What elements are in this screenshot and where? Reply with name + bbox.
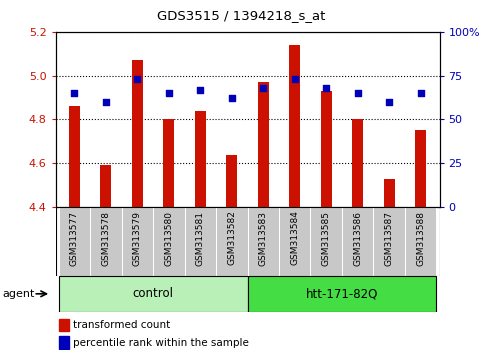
Point [102, 99, 110, 105]
Point [197, 87, 204, 92]
Bar [258, 82, 269, 207]
Text: GSM313588: GSM313588 [416, 211, 425, 266]
Bar [59, 336, 69, 349]
Bar [373, 207, 405, 276]
Bar [132, 60, 143, 207]
Bar [384, 179, 395, 207]
Text: htt-171-82Q: htt-171-82Q [306, 287, 378, 300]
Bar [100, 165, 112, 207]
Text: GSM313582: GSM313582 [227, 211, 236, 266]
Point [291, 76, 298, 82]
Point [385, 99, 393, 105]
Text: percentile rank within the sample: percentile rank within the sample [73, 338, 249, 348]
Bar [279, 207, 311, 276]
Text: agent: agent [3, 289, 35, 299]
Point [417, 90, 425, 96]
Point [165, 90, 173, 96]
Text: GSM313580: GSM313580 [164, 211, 173, 266]
Bar [163, 120, 174, 207]
Point [259, 85, 267, 91]
Bar [321, 91, 332, 207]
Bar [227, 155, 237, 207]
Text: GSM313584: GSM313584 [290, 211, 299, 266]
Text: GSM313587: GSM313587 [384, 211, 394, 266]
Text: GSM313583: GSM313583 [259, 211, 268, 266]
Point [228, 96, 236, 101]
Bar [248, 207, 279, 276]
Bar [311, 207, 342, 276]
Text: GSM313577: GSM313577 [70, 211, 79, 266]
Text: GSM313581: GSM313581 [196, 211, 205, 266]
Text: GSM313578: GSM313578 [101, 211, 111, 266]
Bar [122, 207, 153, 276]
Bar [90, 207, 122, 276]
Bar [59, 276, 248, 312]
Bar [185, 207, 216, 276]
Point [71, 90, 78, 96]
Bar [153, 207, 185, 276]
Bar [352, 120, 363, 207]
Bar [405, 207, 436, 276]
Text: GDS3515 / 1394218_s_at: GDS3515 / 1394218_s_at [157, 9, 326, 22]
Text: GSM313586: GSM313586 [353, 211, 362, 266]
Bar [195, 111, 206, 207]
Text: GSM313585: GSM313585 [322, 211, 331, 266]
Bar [216, 207, 248, 276]
Text: GSM313579: GSM313579 [133, 211, 142, 266]
Point [133, 76, 141, 82]
Bar [342, 207, 373, 276]
Bar [59, 319, 69, 331]
Bar [59, 207, 90, 276]
Bar [69, 106, 80, 207]
Point [354, 90, 362, 96]
Text: control: control [133, 287, 173, 300]
Bar [415, 130, 426, 207]
Bar [248, 276, 436, 312]
Bar [289, 45, 300, 207]
Text: transformed count: transformed count [73, 320, 170, 330]
Point [322, 85, 330, 91]
